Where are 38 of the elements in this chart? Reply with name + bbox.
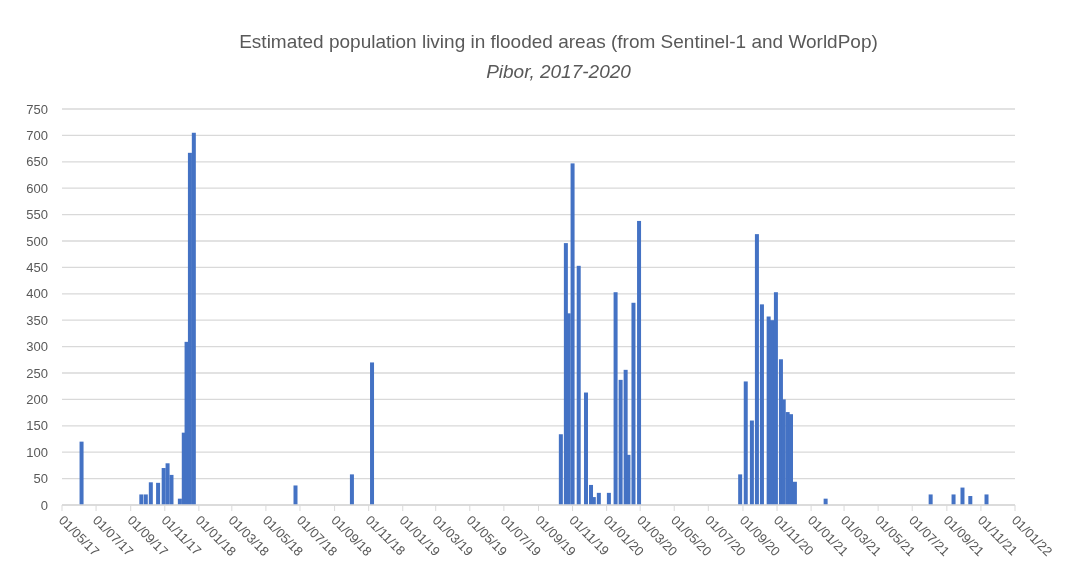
bar [984,494,989,505]
bar [293,485,298,505]
y-tick-label: 550 [26,207,48,223]
y-tick-label: 500 [26,233,48,249]
y-tick-label: 50 [33,471,48,487]
bar [148,482,153,505]
y-tick-label: 650 [26,154,48,170]
y-tick-label: 300 [26,339,48,355]
y-tick-label: 750 [26,101,48,117]
chart-title: Estimated population living in flooded areas (from Sentinel-1 and WorldPop) [239,31,878,52]
y-tick-label: 200 [26,391,48,407]
bar [606,492,611,505]
y-tick-label: 450 [26,259,48,275]
bar [570,163,575,505]
bar [738,474,743,505]
bar [139,494,144,505]
y-tick-label: 100 [26,444,48,460]
y-tick-label: 600 [26,180,48,196]
bar [960,487,965,505]
bar [928,494,933,505]
bar [743,381,748,505]
bar [370,362,375,505]
bar [951,494,956,505]
y-tick-label: 700 [26,127,48,143]
y-tick-label: 0 [40,497,48,513]
bar [576,265,581,505]
bar [79,441,84,505]
bar [191,132,196,505]
chart-subtitle: Pibor, 2017-2020 [486,61,632,82]
bar [637,220,642,505]
y-tick-label: 350 [26,312,48,328]
bar [349,474,354,505]
bar [156,482,161,505]
y-tick-label: 150 [26,418,48,434]
bar [789,414,793,505]
y-tick-label: 400 [26,286,48,302]
bar [596,492,601,505]
y-tick-label: 250 [26,365,48,381]
